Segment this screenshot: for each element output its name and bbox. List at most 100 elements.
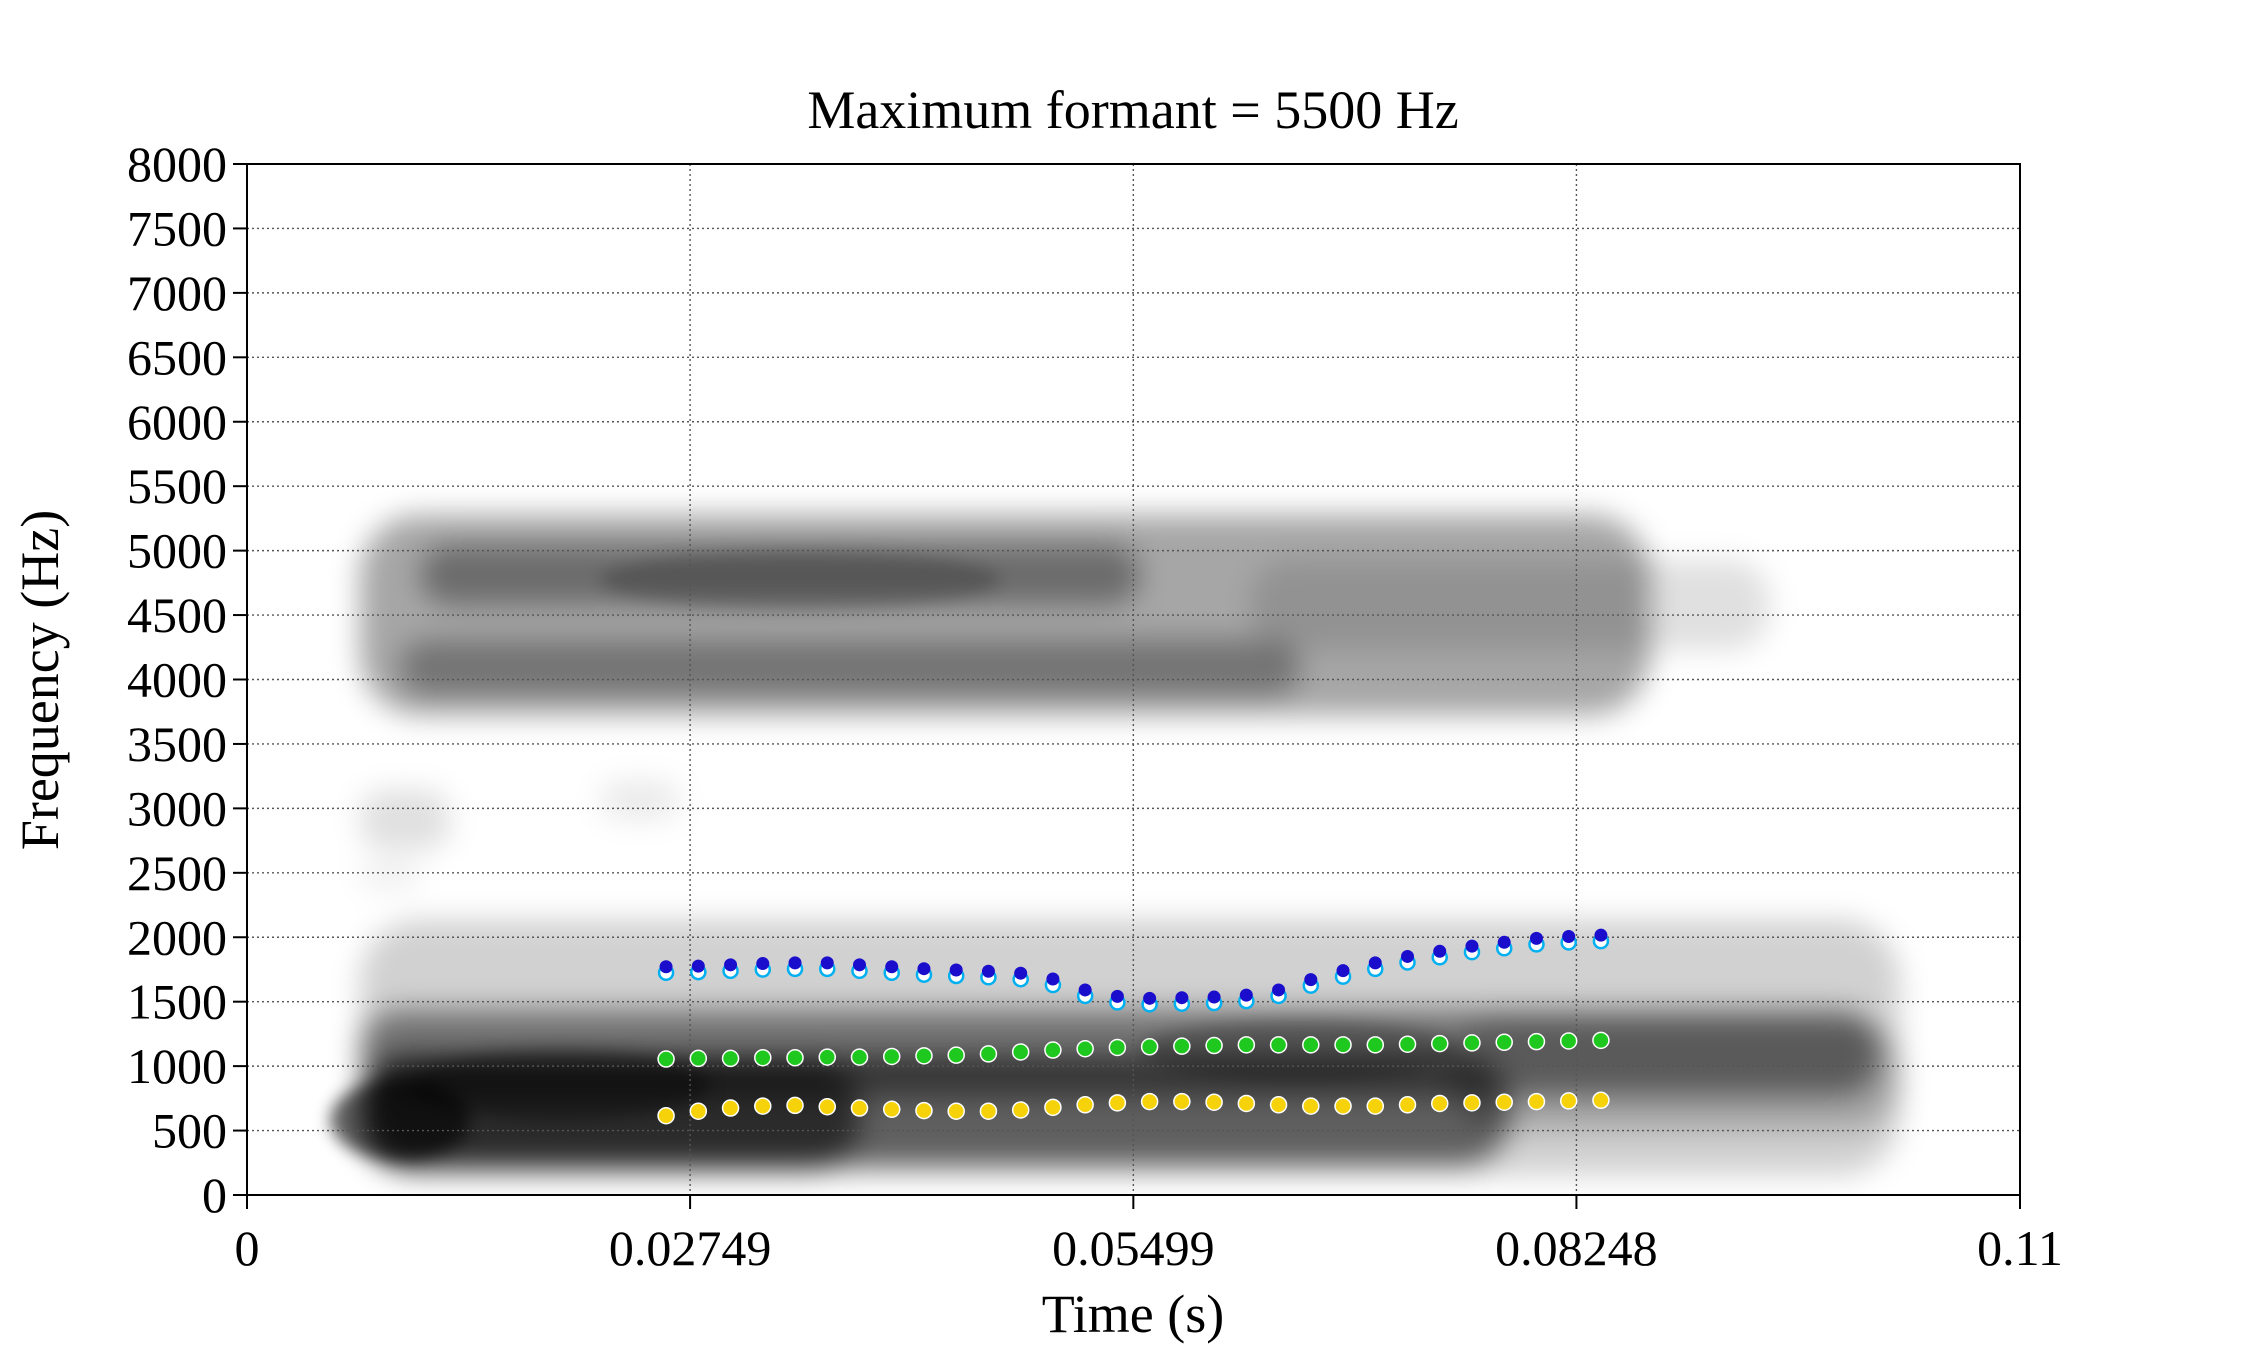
formant-point: [820, 956, 834, 970]
formant-point: [1014, 966, 1028, 980]
formant-point: [1495, 1033, 1513, 1052]
formant-point: [1175, 991, 1189, 1005]
formant-point: [1559, 1092, 1578, 1110]
formant-point: [721, 1049, 740, 1068]
formant-point: [1368, 956, 1382, 970]
y-tick-label: 6500: [127, 329, 227, 385]
y-tick-label: 0: [202, 1167, 227, 1223]
formant-point: [1239, 988, 1253, 1002]
y-tick-label: 1000: [127, 1038, 227, 1094]
formant-point: [1173, 1037, 1191, 1055]
formant-point: [1140, 1038, 1159, 1056]
formant-point: [1108, 1038, 1127, 1057]
formant-point: [818, 1048, 837, 1066]
formant-point: [756, 957, 770, 971]
formant-point: [1205, 1036, 1223, 1055]
formant-point: [949, 963, 963, 977]
formant-point: [1433, 944, 1447, 958]
formant-point: [850, 1048, 869, 1066]
formant-point: [1237, 1036, 1256, 1054]
formant-point: [882, 1100, 901, 1119]
formant-point: [1366, 1036, 1385, 1054]
x-tick-label: 0.08248: [1495, 1220, 1658, 1276]
formant-points: [657, 928, 1610, 1125]
grid-lines: [247, 164, 2020, 1195]
formant-point: [1334, 1097, 1352, 1115]
y-tick-label: 500: [152, 1103, 227, 1159]
spectrogram: [330, 515, 1900, 1175]
formant-point: [1527, 1032, 1546, 1051]
formant-point: [659, 960, 673, 974]
formant-point: [1527, 1092, 1546, 1111]
formant-point: [1430, 1034, 1449, 1053]
formant-point: [1497, 935, 1511, 949]
y-tick-label: 2000: [127, 909, 227, 965]
formant-point: [1465, 939, 1479, 953]
formant-point: [1366, 1097, 1385, 1115]
formant-point: [1076, 1039, 1094, 1058]
y-tick-label: 7500: [127, 200, 227, 256]
formant-point: [754, 1048, 772, 1067]
x-tick-label: 0.11: [1977, 1220, 2063, 1276]
formant-point: [1401, 949, 1415, 963]
formant-point: [1302, 1097, 1320, 1115]
formant-point: [1334, 1036, 1352, 1054]
formant-point: [1046, 972, 1060, 986]
formant-point: [1592, 1031, 1610, 1050]
formant-point: [818, 1097, 837, 1116]
formant-point: [1173, 1092, 1191, 1111]
formant-point: [1336, 964, 1350, 978]
formant-point: [1140, 1092, 1159, 1111]
formant-point: [657, 1106, 675, 1125]
formant-series-1: [657, 928, 1610, 1013]
formant-point: [1398, 1035, 1417, 1053]
formant-point: [1592, 1091, 1610, 1110]
formant-point: [1044, 1098, 1062, 1117]
y-tick-label: 2500: [127, 845, 227, 901]
formant-point: [724, 958, 738, 972]
formant-point: [1108, 1094, 1127, 1112]
formant-point: [1078, 983, 1092, 997]
formant-point: [850, 1099, 869, 1117]
formant-point: [1269, 1096, 1288, 1114]
formant-point: [657, 1050, 675, 1068]
formant-point: [786, 1096, 804, 1115]
formant-point: [1430, 1094, 1449, 1113]
formant-point: [1495, 1093, 1513, 1111]
formant-point: [1594, 928, 1608, 942]
x-tick-label: 0.05499: [1052, 1220, 1215, 1276]
formant-point: [979, 1102, 998, 1120]
y-axis-label: Frequency (Hz): [10, 510, 70, 850]
formant-point: [1272, 983, 1286, 997]
y-tick-label: 8000: [127, 136, 227, 192]
formant-point: [947, 1046, 965, 1064]
formant-point: [852, 958, 866, 972]
formant-point: [947, 1102, 965, 1120]
formant-point: [1076, 1096, 1094, 1114]
x-axis-label: Time (s): [1042, 1284, 1225, 1344]
y-tick-label: 1500: [127, 974, 227, 1030]
formant-point: [1237, 1094, 1256, 1113]
formant-point: [1011, 1043, 1030, 1061]
formant-point: [1302, 1036, 1320, 1054]
y-tick-label: 4000: [127, 652, 227, 708]
formant-point: [1011, 1101, 1030, 1119]
x-axis: 0 0.02749 0.05499 0.08248 0.11: [235, 1195, 2063, 1276]
formant-point: [1044, 1041, 1062, 1059]
formant-series-2: [657, 1031, 1610, 1068]
formant-point: [885, 960, 899, 974]
y-tick-label: 3000: [127, 780, 227, 836]
y-tick-label: 4500: [127, 587, 227, 643]
formant-series-3: [657, 1091, 1610, 1125]
formant-point: [979, 1045, 998, 1063]
formant-point: [1559, 1032, 1578, 1050]
y-tick-label: 3500: [127, 716, 227, 772]
formant-point: [917, 962, 931, 976]
formant-point: [1562, 929, 1576, 943]
formant-point: [754, 1097, 772, 1115]
y-tick-label: 5500: [127, 458, 227, 514]
x-tick-label: 0: [235, 1220, 260, 1276]
formant-point: [981, 964, 995, 978]
formant-point: [786, 1048, 804, 1067]
